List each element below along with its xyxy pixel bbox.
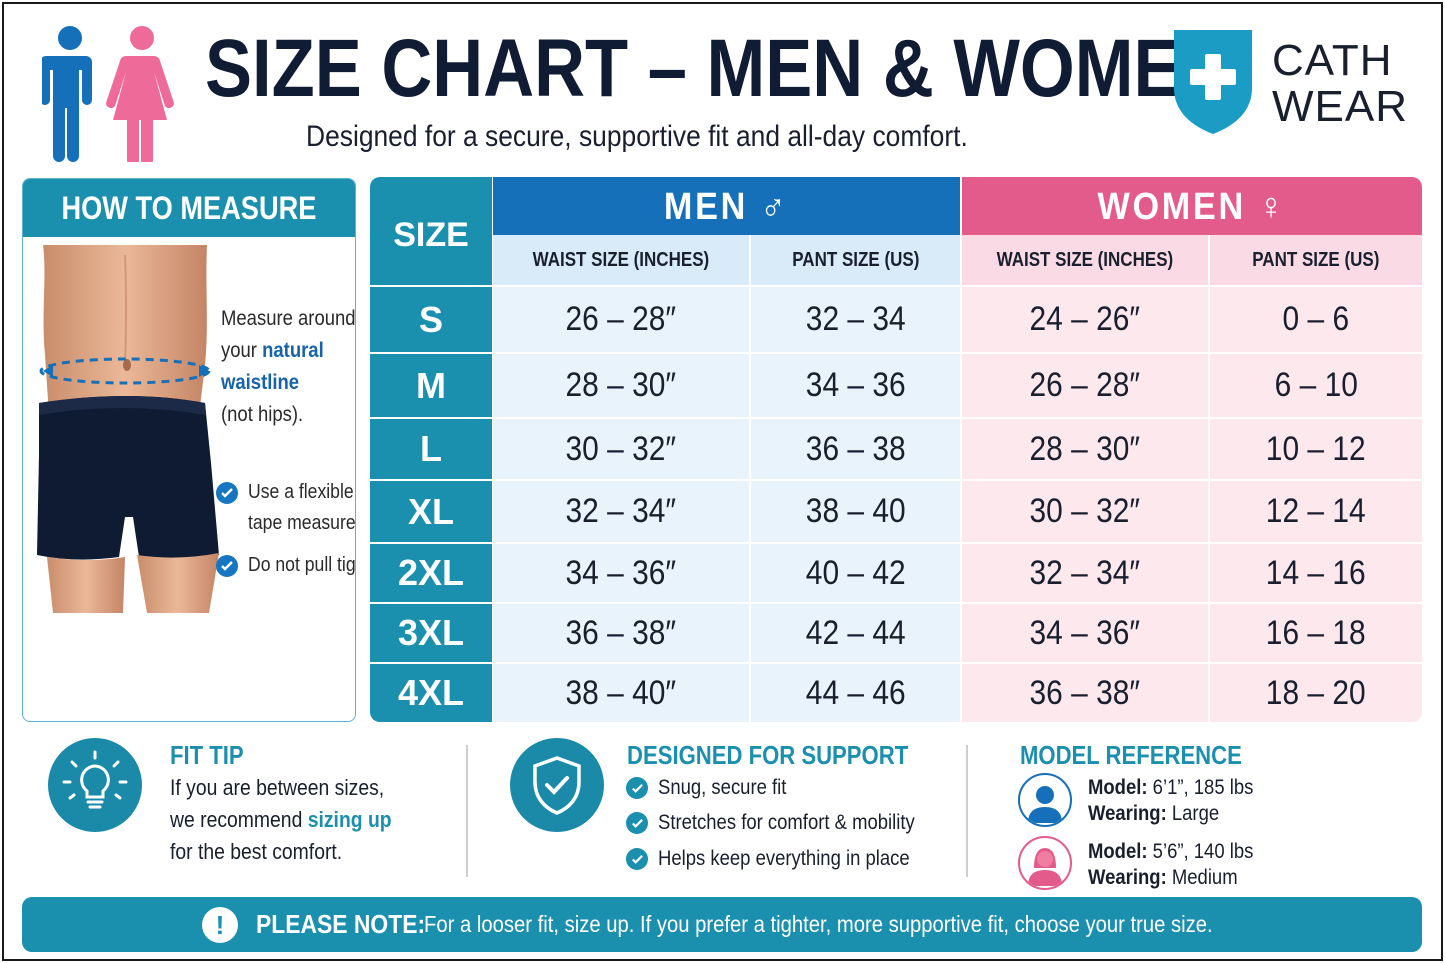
- logo-line-2: WEAR: [1272, 82, 1408, 131]
- size-column: [370, 177, 492, 722]
- table-cell-men-pant: 42 – 44: [751, 602, 960, 662]
- women-pant-header: PANT SIZE (US): [1210, 235, 1422, 285]
- table-cell-men-pant: 32 – 34: [751, 285, 960, 352]
- men-waist-header: WAIST SIZE (INCHES): [493, 235, 749, 285]
- check-icon: [216, 555, 238, 577]
- size-label-m: M: [370, 352, 492, 417]
- please-note-bar: ! PLEASE NOTE: For a looser fit, size up…: [22, 897, 1422, 952]
- table-cell-women-pant: 6 – 10: [1210, 352, 1422, 417]
- brand-logo-text: CATH WEAR: [1272, 38, 1408, 130]
- page-title: SIZE CHART – MEN & WOMEN: [205, 23, 1232, 114]
- logo-line-1: CATH: [1272, 36, 1393, 85]
- tip-do-not-pull: Do not pull tight: [216, 550, 355, 581]
- size-label-xl: XL: [370, 479, 492, 542]
- table-cell-women-pant: 16 – 18: [1210, 602, 1422, 662]
- table-cell-women-waist: 28 – 30″: [962, 417, 1208, 479]
- support-item: Stretches for comfort & mobility: [626, 811, 950, 835]
- table-cell-women-waist: 34 – 36″: [962, 602, 1208, 662]
- table-cell-women-pant: 10 – 12: [1210, 417, 1422, 479]
- table-cell-women-pant: 18 – 20: [1210, 662, 1422, 722]
- measure-instruction: Measure around your natural waistline (n…: [221, 307, 356, 426]
- fit-tip-text: If you are between sizes, we recommend s…: [170, 775, 392, 864]
- tip-flexible-tape: Use a flexible tape measure: [216, 477, 355, 539]
- support-title: DESIGNED FOR SUPPORT: [627, 740, 909, 770]
- men-women-icon: [42, 26, 174, 162]
- table-cell-men-waist: 34 – 36″: [493, 542, 749, 602]
- size-label-3xl: 3XL: [370, 602, 492, 662]
- shield-check-icon: [510, 738, 604, 832]
- women-waist-header: WAIST SIZE (INCHES): [962, 235, 1208, 285]
- size-label-2xl: 2XL: [370, 542, 492, 602]
- model-reference-title: MODEL REFERENCE: [1020, 740, 1242, 770]
- size-header: SIZE: [393, 216, 469, 254]
- table-cell-men-waist: 36 – 38″: [493, 602, 749, 662]
- table-cell-women-waist: 32 – 34″: [962, 542, 1208, 602]
- note-label: PLEASE NOTE:: [256, 909, 426, 939]
- table-cell-women-pant: 12 – 14: [1210, 479, 1422, 542]
- table-cell-men-pant: 38 – 40: [751, 479, 960, 542]
- table-cell-men-waist: 28 – 30″: [493, 352, 749, 417]
- support-item: Snug, secure fit: [626, 776, 804, 800]
- size-label-l: L: [370, 417, 492, 479]
- size-table: SIZE MEN ♂ WOMEN ♀ WAIST SIZE (INCHES) P…: [370, 177, 1422, 722]
- how-to-measure-title: HOW TO MEASURE: [23, 179, 355, 237]
- table-cell-men-pant: 34 – 36: [751, 352, 960, 417]
- how-to-measure-panel: HOW TO MEASURE Measure around your natur…: [22, 178, 356, 722]
- men-pant-header: PANT SIZE (US): [751, 235, 960, 285]
- table-cell-men-pant: 44 – 46: [751, 662, 960, 722]
- note-text: For a looser fit, size up. If you prefer…: [424, 911, 1213, 937]
- table-cell-women-pant: 14 – 16: [1210, 542, 1422, 602]
- size-label-4xl: 4XL: [370, 662, 492, 722]
- support-item: Helps keep everything in place: [626, 847, 944, 871]
- model-female-info: Model: 5’6”, 140 lbs Wearing: Medium: [1088, 840, 1254, 889]
- table-cell-men-waist: 32 – 34″: [493, 479, 749, 542]
- men-header: MEN ♂: [493, 177, 960, 235]
- check-icon: [626, 777, 648, 799]
- fit-tip-title: FIT TIP: [170, 740, 244, 770]
- check-icon: [626, 812, 648, 834]
- table-cell-women-waist: 26 – 28″: [962, 352, 1208, 417]
- section-divider: [466, 745, 468, 877]
- table-cell-women-waist: 30 – 32″: [962, 479, 1208, 542]
- size-label-s: S: [370, 285, 492, 352]
- table-cell-women-waist: 24 – 26″: [962, 285, 1208, 352]
- page-subtitle: Designed for a secure, supportive fit an…: [306, 120, 968, 153]
- woman-icon: [106, 26, 174, 162]
- model-male-info: Model: 6’1”, 185 lbs Wearing: Large: [1088, 776, 1254, 825]
- table-cell-men-waist: 30 – 32″: [493, 417, 749, 479]
- table-cell-women-pant: 0 – 6: [1210, 285, 1422, 352]
- table-cell-men-waist: 26 – 28″: [493, 285, 749, 352]
- lightbulb-icon: [48, 738, 142, 832]
- table-cell-men-waist: 38 – 40″: [493, 662, 749, 722]
- shield-cross-icon: [1174, 30, 1252, 134]
- man-icon: [42, 26, 92, 162]
- male-avatar-icon: [1018, 773, 1072, 827]
- check-icon: [626, 848, 648, 870]
- check-icon: [216, 482, 238, 504]
- torso-measurement-illustration: [37, 245, 219, 613]
- section-divider: [966, 745, 968, 877]
- table-cell-men-pant: 40 – 42: [751, 542, 960, 602]
- female-avatar-icon: [1018, 836, 1072, 890]
- women-header: WOMEN ♀: [962, 177, 1422, 235]
- table-cell-women-waist: 36 – 38″: [962, 662, 1208, 722]
- table-cell-men-pant: 36 – 38: [751, 417, 960, 479]
- exclamation-icon: !: [202, 906, 238, 943]
